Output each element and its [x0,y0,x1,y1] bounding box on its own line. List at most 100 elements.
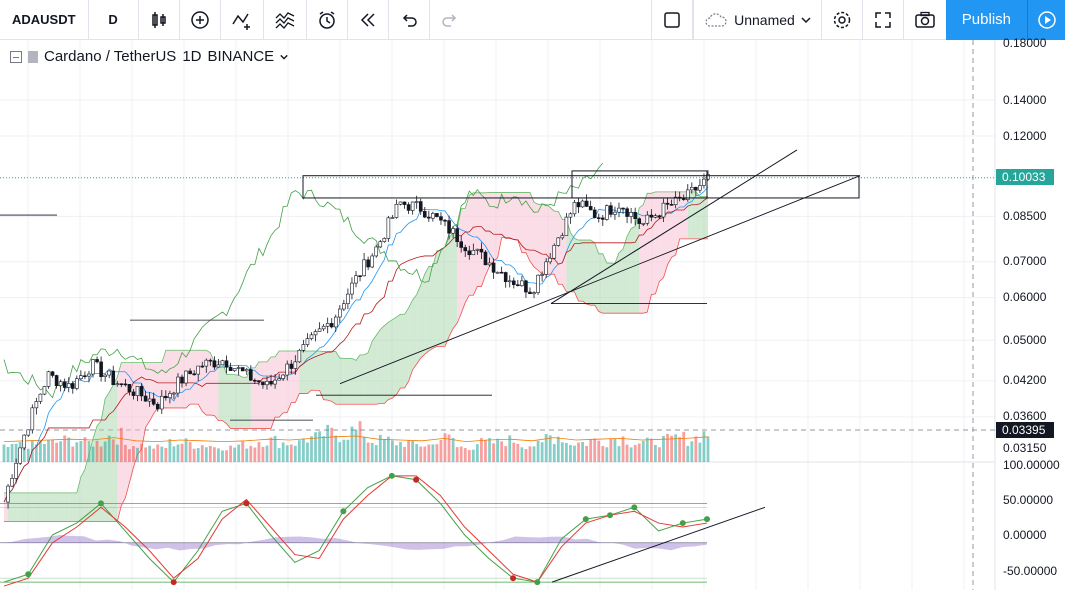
candle-body [447,220,451,234]
maximize-icon[interactable] [863,0,904,40]
legend-pair[interactable]: Cardano / TetherUS [44,48,177,65]
volume-bar [447,434,451,462]
volume-bar [463,448,467,462]
volume-bar [192,448,196,462]
candle-body [580,200,585,208]
candle-body [66,383,71,388]
volume-bar [172,446,176,462]
layout-menu-button[interactable]: Unnamed [693,0,821,40]
candle-body [528,291,532,295]
cloud-segment [145,362,150,428]
cloud-segment [190,350,195,405]
cloud-segment [396,314,401,395]
candle-body [38,393,43,402]
undo-icon[interactable] [389,0,430,40]
volume-bar [281,442,285,462]
volume-bar [374,445,378,462]
cloud-segment [420,273,425,359]
cloud-segment [186,350,191,408]
candle-body [386,217,391,239]
candle-body [685,189,690,200]
volume-bar [261,446,265,462]
cloud-segment [206,350,211,416]
candle-body [568,213,573,218]
camera-icon[interactable] [904,0,946,40]
oscillator-pane [0,472,766,587]
candle-body [605,205,609,220]
candle-body [483,251,488,266]
cloud-segment [687,191,692,239]
candle-body [592,209,597,218]
volume-bar [573,445,576,462]
volume-bar [609,438,613,462]
volume-bar [621,436,625,462]
candle-body [289,363,294,369]
volume-bar [26,448,30,462]
volume-bar [245,448,249,462]
collapse-legend-icon[interactable] [10,50,22,63]
interval-button[interactable]: D [89,0,139,40]
play-icon[interactable] [1027,0,1065,40]
candle-body [362,259,366,277]
price-chart[interactable] [0,40,1065,590]
candle-body [479,248,484,253]
price-axis[interactable]: 0.18000 0.14000 0.12000 0.08500 0.07000 … [995,36,1065,590]
candle-body [261,381,265,386]
volume-bar [451,437,455,462]
volume-bar [269,437,273,462]
volume-bar [552,444,556,462]
cloud-segment [222,361,227,424]
indicators-icon[interactable] [221,0,264,40]
cloud-segment [534,202,539,271]
candle-body [22,434,27,449]
volume-bar [560,442,564,462]
volume-bar [536,440,540,462]
candle-body [588,206,593,211]
cross-marker [413,476,420,483]
volume-bar [277,448,281,462]
volume-bar [467,450,471,462]
cloud-segment [303,351,308,394]
candle-body [601,217,605,220]
cloud-segment [546,204,551,275]
cloud-segment [319,351,324,400]
volume-bar [346,439,350,462]
cloud-segment [647,193,652,313]
candle-body [30,407,35,431]
volume-bar [641,440,645,462]
candle-body [649,214,654,218]
candle-body [309,334,314,339]
cross-marker [510,575,517,582]
volume-bar [605,447,609,462]
gear-icon[interactable] [820,0,863,40]
candle-body [422,211,427,218]
fullscreen-chart-icon[interactable] [651,0,694,40]
volume-bar [658,447,661,462]
volume-bar [395,445,398,462]
alert-icon[interactable] [307,0,348,40]
cloud-segment [416,284,421,364]
volume-bar [419,446,423,462]
symbol-search-button[interactable]: ADAUSDT [0,0,89,40]
candle-body [690,187,694,191]
candle-body [212,360,217,368]
cloud-segment [465,195,470,303]
candle-body [147,398,152,402]
volume-bar [79,441,83,462]
cloud-segment [703,196,708,239]
chevron-down-icon[interactable] [280,53,288,61]
add-indicator-icon[interactable] [180,0,221,40]
compare-icon[interactable] [264,0,307,40]
candle-body [338,308,342,318]
volume-bar [160,446,164,462]
candle-body [127,384,132,393]
layout-name: Unnamed [734,12,795,28]
publish-button[interactable]: Publish [945,0,1027,40]
cloud-icon [705,13,727,27]
candle-body [503,272,508,283]
replay-icon[interactable] [348,0,389,40]
lagging-span [3,162,604,399]
bar-style-icon[interactable] [139,0,180,40]
volume-bar [225,450,228,462]
redo-icon[interactable] [430,0,470,40]
